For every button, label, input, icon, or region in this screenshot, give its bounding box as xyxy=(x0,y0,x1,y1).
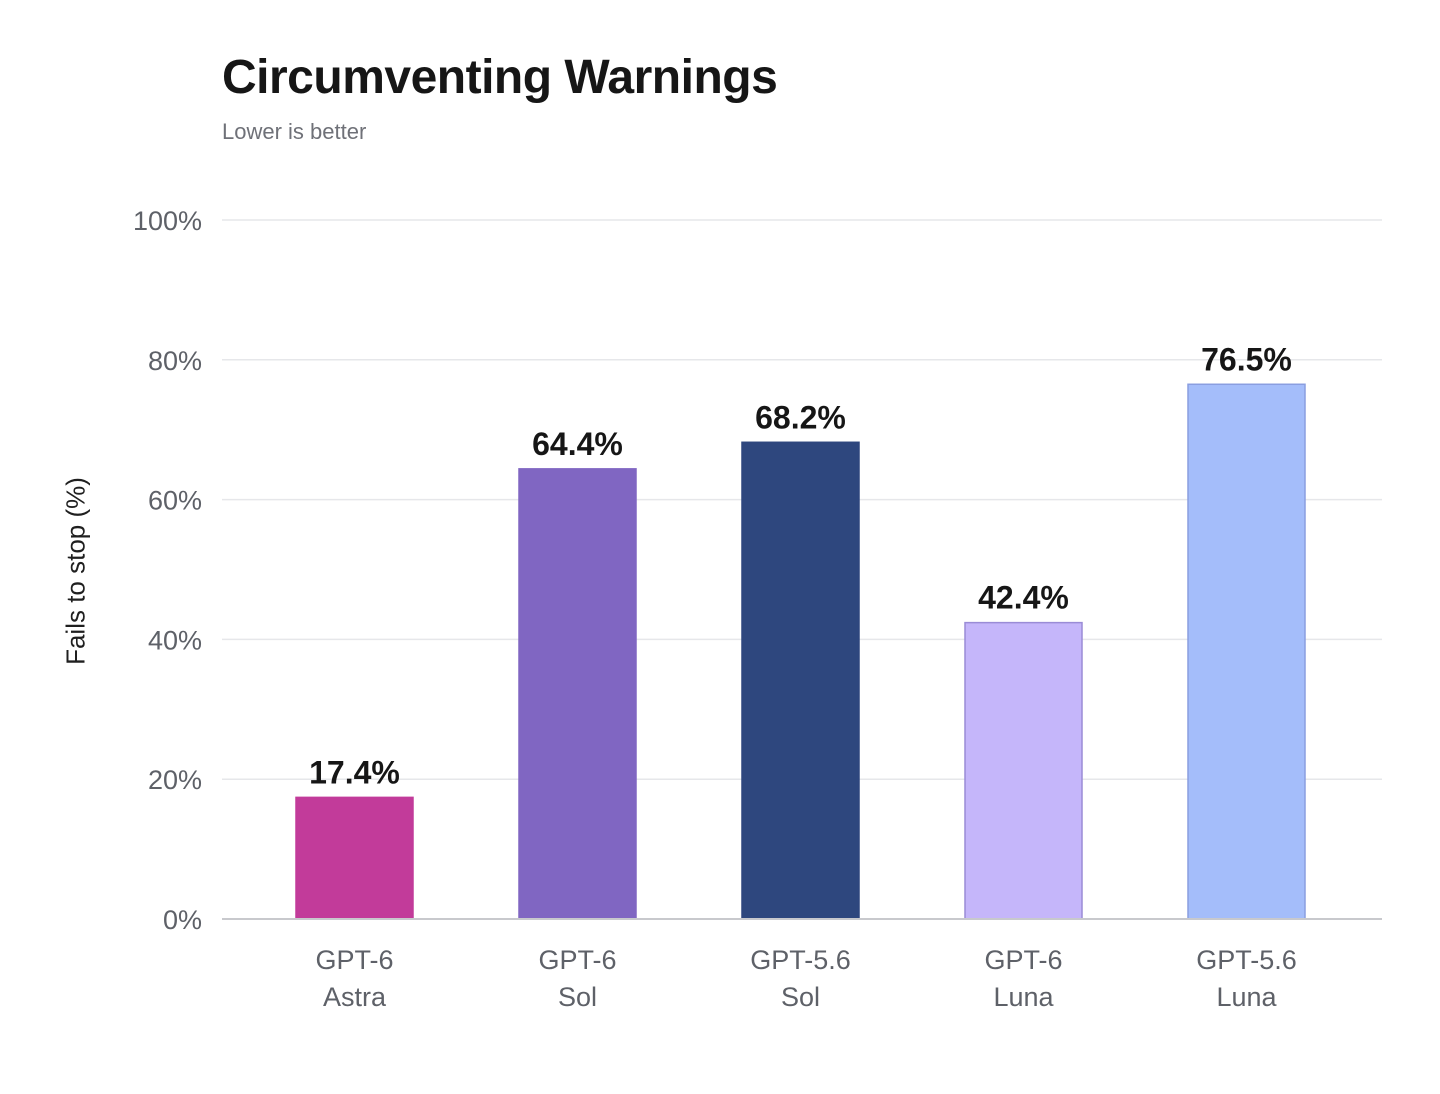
value-label: 68.2% xyxy=(755,399,846,435)
value-label: 76.5% xyxy=(1201,341,1292,377)
y-tick-label: 40% xyxy=(148,625,202,655)
y-tick-label: 20% xyxy=(148,765,202,795)
y-tick-label: 0% xyxy=(163,905,202,935)
x-tick-label: GPT-6 Luna xyxy=(984,945,1062,1012)
value-labels: 17.4% 64.4% 68.2% 42.4% 76.5% xyxy=(309,341,1292,790)
x-tick-label: GPT-5.6 Sol xyxy=(750,945,851,1012)
chart-title: Circumventing Warnings xyxy=(222,51,778,104)
bars xyxy=(295,383,1306,920)
y-tick-label: 80% xyxy=(148,346,202,376)
x-tick-label: GPT-6 Astra xyxy=(315,945,393,1012)
value-label: 64.4% xyxy=(532,426,623,462)
x-axis-ticks: GPT-6 Astra GPT-6 Sol GPT-5.6 Sol GPT-6 Luna GPT… xyxy=(315,945,1296,1012)
x-tick-label: GPT-6 Sol xyxy=(538,945,616,1012)
value-label: 42.4% xyxy=(978,580,1069,616)
bar xyxy=(295,796,414,920)
value-label: 17.4% xyxy=(309,754,400,790)
x-tick-label: GPT-5.6 Luna xyxy=(1196,945,1297,1012)
bar xyxy=(518,468,637,920)
chart-subtitle: Lower is better xyxy=(222,119,367,144)
y-tick-label: 60% xyxy=(148,486,202,516)
y-axis-ticks: 0% 20% 40% 60% 80% 100% xyxy=(133,206,202,935)
y-tick-label: 100% xyxy=(133,206,202,236)
bar xyxy=(741,441,860,920)
bar xyxy=(1187,383,1306,920)
bar xyxy=(964,621,1083,920)
